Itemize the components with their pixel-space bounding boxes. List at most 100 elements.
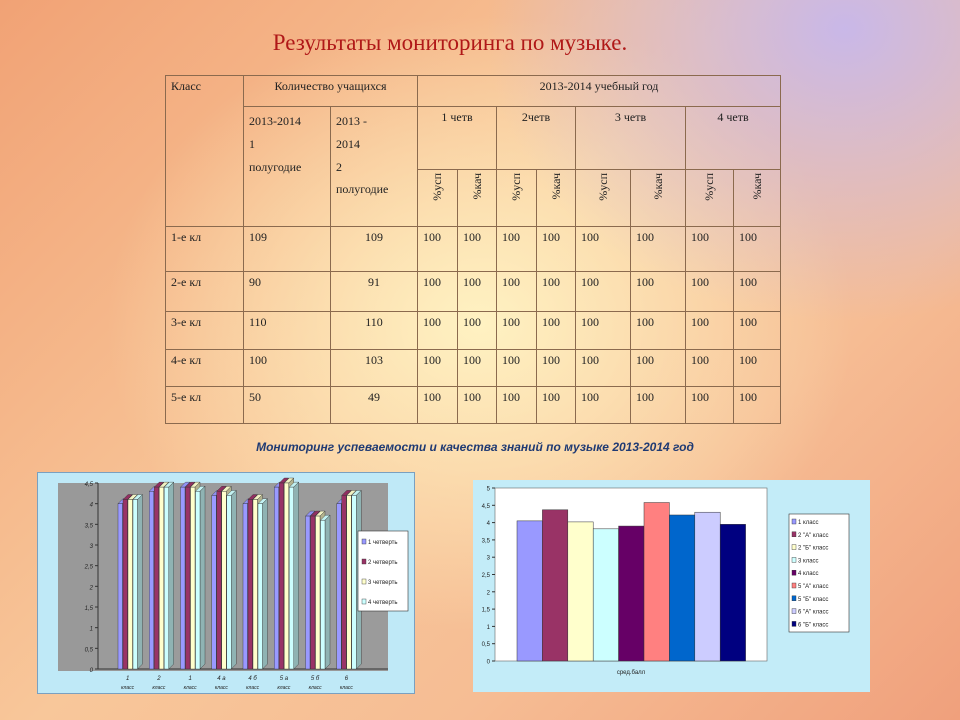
x-tick-suffix: класс xyxy=(277,685,290,691)
y-tick-label: 3 xyxy=(487,556,491,562)
header-quarter-2: 2четв xyxy=(496,106,576,170)
table-row: 2-е кл 90 91 100 100 100 100 100 100 100 100 xyxy=(165,271,782,312)
x-tick-label: 4 б xyxy=(248,676,257,682)
bar xyxy=(216,491,222,670)
y-tick-label: 2,5 xyxy=(84,565,94,571)
y-tick-label: 3 xyxy=(90,544,94,550)
header-half2: 2013 - 2014 2 полугодие xyxy=(330,106,418,227)
cell-value: 100 xyxy=(575,226,631,272)
cell-value: 100 xyxy=(536,311,576,350)
cell-value: 100 xyxy=(630,226,686,272)
bar xyxy=(279,482,284,670)
cell-value: 100 xyxy=(536,349,576,387)
legend-label: 2 "А" класс xyxy=(798,533,828,539)
header-kach-label: %кач xyxy=(548,173,563,200)
bar xyxy=(117,503,123,670)
header-half2-label: полугодие xyxy=(336,182,389,197)
bar xyxy=(315,515,321,670)
header-kach: %кач xyxy=(630,169,686,227)
y-tick-label: 4,5 xyxy=(85,482,94,488)
table-row: 4-е кл 100 103 100 100 100 100 100 100 100 100 xyxy=(165,349,782,387)
legend-swatch xyxy=(791,531,797,537)
cell-value: 100 xyxy=(685,386,734,424)
y-tick-label: 4 xyxy=(487,521,491,527)
y-tick-label: 3,5 xyxy=(85,523,94,529)
legend-label: 3 класс xyxy=(798,558,819,564)
cell-value: 100 xyxy=(417,226,458,272)
legend-swatch xyxy=(791,569,797,576)
cell-class: 4-е кл xyxy=(165,349,244,387)
y-tick-label: 1,5 xyxy=(482,608,491,614)
bar xyxy=(669,514,696,662)
header-kach-label: %кач xyxy=(469,173,484,200)
bar xyxy=(242,503,248,670)
x-tick-label: сред.балл xyxy=(617,670,646,676)
legend-label: 4 класс xyxy=(798,571,819,577)
bar xyxy=(341,495,347,670)
cell-value: 100 xyxy=(575,386,631,424)
bar xyxy=(346,495,352,670)
legend-label: 1 класс xyxy=(798,520,819,526)
bar xyxy=(122,499,128,670)
y-tick-label: 2 xyxy=(487,590,491,596)
table-row: 5-е кл 50 49 100 100 100 100 100 100 100 100 xyxy=(165,386,782,424)
legend-label: 4 четверть xyxy=(368,600,398,606)
header-kach-label: %кач xyxy=(650,173,665,200)
average-score-chart-svg: 0 0,5 1 1,5 2 2,5 3 3,5 4 4,5 5 сред.балл 1 класс 2 "… xyxy=(482,487,850,676)
cell-value: 100 xyxy=(630,271,686,312)
y-tick-label: 0,5 xyxy=(85,647,94,653)
bar xyxy=(719,524,746,662)
header-half1-label: полугодие xyxy=(249,159,302,174)
bar xyxy=(211,495,217,670)
cell-value: 100 xyxy=(417,271,458,312)
cell-value: 100 xyxy=(732,226,782,272)
legend-swatch xyxy=(361,538,367,545)
bar xyxy=(154,486,159,670)
y-tick-label: 2 xyxy=(89,585,94,591)
cell-value: 100 xyxy=(536,386,576,424)
x-tick-label: 1 xyxy=(126,676,129,682)
bar xyxy=(180,486,186,670)
bar xyxy=(247,499,253,670)
cell-value: 100 xyxy=(457,349,497,387)
bar xyxy=(221,491,227,670)
header-usp-label: %усп xyxy=(509,173,523,201)
cell-class: 2-е кл xyxy=(165,271,244,312)
cell-half2: 103 xyxy=(330,349,418,387)
cell-value: 100 xyxy=(417,349,458,387)
legend-label: 5 "Б" класс xyxy=(798,597,828,603)
header-half1-num: 1 xyxy=(249,136,255,151)
legend-box xyxy=(788,513,850,633)
header-quarter-1: 1 четв xyxy=(417,106,497,170)
bar xyxy=(127,499,133,670)
cell-half1: 50 xyxy=(243,386,331,424)
cell-value: 100 xyxy=(496,271,537,312)
cell-value: 100 xyxy=(536,226,576,272)
y-tick-label: 0,5 xyxy=(482,642,491,648)
bar xyxy=(132,499,138,670)
cell-value: 100 xyxy=(685,311,734,350)
cell-value: 100 xyxy=(575,311,631,350)
y-tick-label: 0 xyxy=(90,668,94,674)
cell-value: 100 xyxy=(732,386,782,424)
y-tick-label: 0 xyxy=(487,660,491,666)
bar xyxy=(592,528,619,662)
cell-value: 100 xyxy=(630,311,686,350)
cell-half2: 110 xyxy=(330,311,418,350)
bar-side xyxy=(324,514,331,670)
cell-value: 100 xyxy=(457,271,497,312)
header-usp: %усп xyxy=(496,169,537,227)
bar xyxy=(336,503,342,670)
x-tick-label: 1 xyxy=(188,676,191,682)
cell-half1: 90 xyxy=(243,271,331,312)
bar xyxy=(694,511,721,662)
header-quarter-4: 4 четв xyxy=(684,106,782,170)
cell-value: 100 xyxy=(732,311,782,350)
y-tick-label: 1 xyxy=(90,627,93,633)
header-usp: %усп xyxy=(575,169,631,227)
bar xyxy=(567,521,594,662)
legend-swatch xyxy=(791,544,797,550)
legend-label: 2 "Б" класс xyxy=(798,546,828,552)
header-kach-label: %кач xyxy=(749,173,764,200)
legend-label: 2 четверть xyxy=(368,560,398,566)
